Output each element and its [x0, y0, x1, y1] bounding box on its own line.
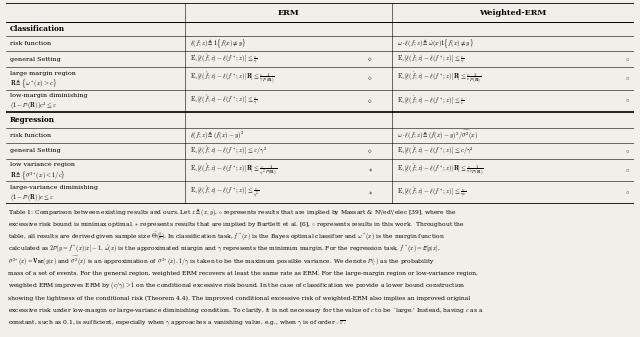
Text: $\mathrm{E}_z[\ell(\hat{f}; z) - \ell(f^*; z)|\mathbf{R}] \leq \frac{\varepsilon: $\mathrm{E}_z[\ell(\hat{f}; z) - \ell(f^…	[190, 71, 275, 86]
Text: $\mathrm{E}_z[\ell(\hat{f}; z) - \ell(f^*; z)] \leq \frac{\varepsilon}{\gamma c}: $\mathrm{E}_z[\ell(\hat{f}; z) - \ell(f^…	[397, 186, 467, 199]
Text: $\circ$: $\circ$	[625, 147, 630, 155]
Text: $\ell(f; z) \triangleq \mathbf{1}\{f(x) \neq y\}$: $\ell(f; z) \triangleq \mathbf{1}\{f(x) …	[190, 37, 246, 50]
Text: risk function: risk function	[10, 41, 51, 46]
Text: $\mathrm{E}_z[\ell(\hat{f}; z) - \ell(f^*; z)] \leq \frac{\varepsilon}{\gamma^2}: $\mathrm{E}_z[\ell(\hat{f}; z) - \ell(f^…	[190, 185, 260, 200]
Text: $\mathrm{E}_z[\ell(\hat{f}; z) - \ell(f^*; z)|\mathbf{R}] \leq \frac{\varepsilon: $\mathrm{E}_z[\ell(\hat{f}; z) - \ell(f^…	[397, 71, 482, 86]
Text: showing the tightness of the conditional risk (Theorem 4.4). The improved condit: showing the tightness of the conditional…	[8, 296, 470, 301]
Text: $\omega \cdot \ell(f; z) \triangleq \hat{\omega}(x)\mathbf{1}\{f(x) \neq y\}$: $\omega \cdot \ell(f; z) \triangleq \hat…	[397, 37, 474, 50]
Text: risk function: risk function	[10, 133, 51, 138]
Text: $\circ$: $\circ$	[625, 55, 630, 63]
Text: $\diamond$: $\diamond$	[367, 74, 373, 82]
Text: $\mathrm{E}_z[\ell(\hat{f}; z) - \ell(f^*; z)|\mathbf{R}] \leq \frac{\varepsilon: $\mathrm{E}_z[\ell(\hat{f}; z) - \ell(f^…	[190, 162, 277, 178]
Text: excessive risk bound is minimax optimal, $*$ represents results that are implied: excessive risk bound is minimax optimal,…	[8, 220, 465, 228]
Text: large-variance diminishing: large-variance diminishing	[10, 185, 97, 190]
Text: $\sigma^{2*}(x) = \mathbf{Var}(y|x)$ and $\widehat{\sigma^2}(x)$ is an approxima: $\sigma^{2*}(x) = \mathbf{Var}(y|x)$ and…	[8, 254, 435, 268]
Text: $\omega \cdot \ell(f; z) \triangleq (f(x) - y)^2/\widehat{\sigma^2}(x)$: $\omega \cdot \ell(f; z) \triangleq (f(x…	[397, 128, 478, 142]
Text: $\mathbf{R} \triangleq \{\omega^*(x) > c\}$: $\mathbf{R} \triangleq \{\omega^*(x) > c…	[10, 77, 57, 90]
Text: Weighted-ERM: Weighted-ERM	[479, 8, 547, 17]
Text: mass of a set of events. For the general region, weighted ERM recovers at least : mass of a set of events. For the general…	[8, 271, 477, 276]
Text: $(1 - \mathbb{P}(\mathbf{R}))c \leq \varepsilon$: $(1 - \mathbb{P}(\mathbf{R}))c \leq \var…	[10, 192, 54, 203]
Text: low-margin diminishing: low-margin diminishing	[10, 93, 87, 98]
Text: $\mathrm{E}_z[\ell(\hat{f}; z) - \ell(f^*; z)] \leq \frac{\varepsilon}{c}$: $\mathrm{E}_z[\ell(\hat{f}; z) - \ell(f^…	[397, 94, 465, 107]
Text: ERM: ERM	[278, 8, 300, 17]
Text: general Setting: general Setting	[10, 57, 60, 62]
Text: table, all results are derived given sample size $\tilde{\Theta}(\frac{1}{\varep: table, all results are derived given sam…	[8, 230, 445, 243]
Text: $\circ$: $\circ$	[625, 166, 630, 174]
Text: constant, such as 0.1, is sufficient, especially when $\gamma$ approaches a vani: constant, such as 0.1, is sufficient, es…	[8, 318, 346, 328]
Text: excessive risk under low-margin or large-variance diminishing condition. To clar: excessive risk under low-margin or large…	[8, 306, 483, 315]
Text: $\mathrm{E}_z[\ell(\hat{f}; z) - \ell(f^*; z)|\mathbf{R}] \leq \frac{\varepsilon: $\mathrm{E}_z[\ell(\hat{f}; z) - \ell(f^…	[397, 162, 484, 178]
Text: $\circ$: $\circ$	[625, 97, 630, 105]
Text: large margin region: large margin region	[10, 70, 76, 75]
Text: $\mathbf{R} \triangleq \{\sigma^{2*}(x) < 1/c\}$: $\mathbf{R} \triangleq \{\sigma^{2*}(x) …	[10, 169, 65, 182]
Text: $\mathrm{E}_z[\ell(\hat{f}; z) - \ell(f^*; z)] \leq \varepsilon/\gamma^2$: $\mathrm{E}_z[\ell(\hat{f}; z) - \ell(f^…	[190, 145, 268, 157]
Text: $\circ$: $\circ$	[625, 74, 630, 82]
Text: general Setting: general Setting	[10, 148, 60, 153]
Text: $\mathrm{E}_z[\ell(\hat{f}; z) - \ell(f^*; z)] \leq \frac{\varepsilon}{\gamma}$: $\mathrm{E}_z[\ell(\hat{f}; z) - \ell(f^…	[190, 94, 258, 108]
Text: $*$: $*$	[367, 189, 372, 196]
Text: Regression: Regression	[10, 116, 54, 124]
Text: $\mathrm{E}_z[\ell(\hat{f}; z) - \ell(f^*; z)] \leq c/\gamma^2$: $\mathrm{E}_z[\ell(\hat{f}; z) - \ell(f^…	[397, 145, 474, 157]
Text: $\mathrm{E}_z[\ell(\hat{f}; z) - \ell(f^*; z)] \leq \frac{\varepsilon}{\gamma}$: $\mathrm{E}_z[\ell(\hat{f}; z) - \ell(f^…	[190, 53, 258, 66]
Text: $\diamond$: $\diamond$	[367, 147, 373, 155]
Text: weighted ERM improves ERM by $(c/\gamma) > 1$ on the conditional excessive risk : weighted ERM improves ERM by $(c/\gamma)…	[8, 280, 465, 292]
Text: $(1 - \mathbb{P}(\mathbf{R}))c^2 \leq \varepsilon$: $(1 - \mathbb{P}(\mathbf{R}))c^2 \leq \v…	[10, 100, 57, 112]
Text: Classification: Classification	[10, 25, 65, 33]
Text: $\diamond$: $\diamond$	[367, 97, 373, 105]
Text: calculated as $2\mathbb{P}[y = f^*(x)|x] - 1$. $\hat{\omega}(x)$ is the approxim: calculated as $2\mathbb{P}[y = f^*(x)|x]…	[8, 243, 440, 254]
Text: $\circ$: $\circ$	[625, 189, 630, 196]
Text: $\mathrm{E}_z[\ell(\hat{f}; z) - \ell(f^*; z)] \leq \frac{\varepsilon}{\gamma}$: $\mathrm{E}_z[\ell(\hat{f}; z) - \ell(f^…	[397, 53, 465, 66]
Text: Table 1: Comparison between existing results and ours. Let $z \triangleq (x, y)$: Table 1: Comparison between existing res…	[8, 206, 456, 218]
Text: low variance region: low variance region	[10, 162, 74, 167]
Text: $*$: $*$	[367, 166, 372, 174]
Text: $\ell(f; z) \triangleq (f(x) - y)^2$: $\ell(f; z) \triangleq (f(x) - y)^2$	[190, 129, 244, 142]
Text: $\diamond$: $\diamond$	[367, 55, 373, 63]
